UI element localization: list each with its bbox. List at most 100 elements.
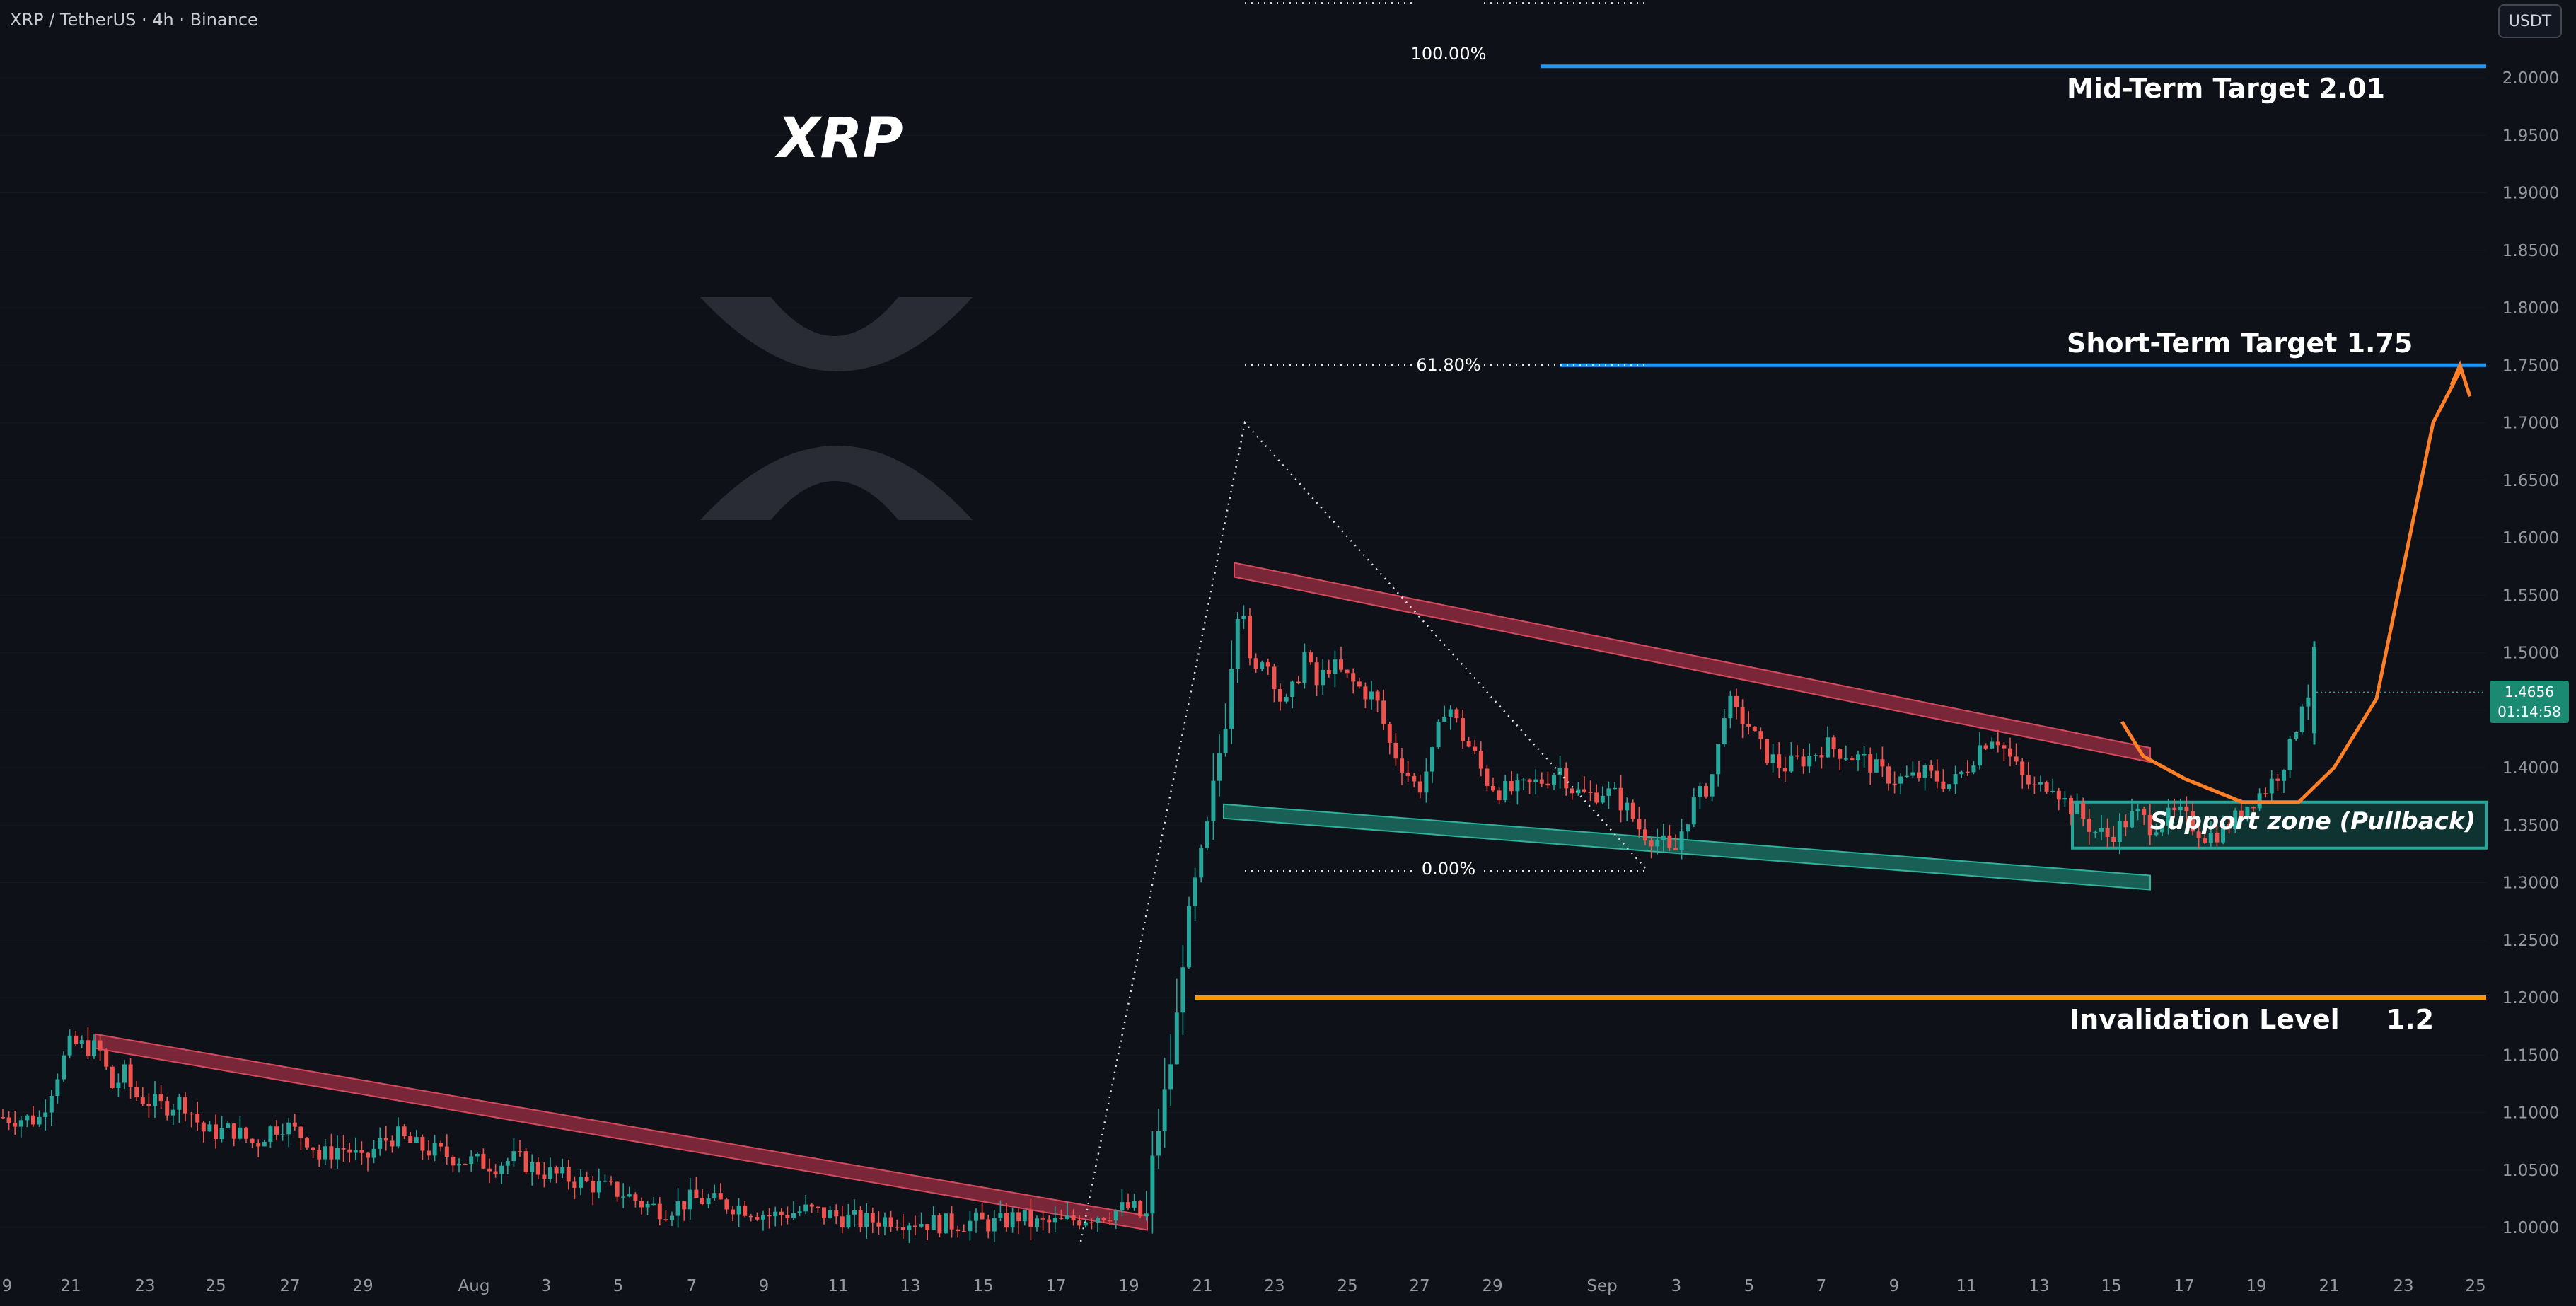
y-tick-6: 1.3000 — [2502, 874, 2559, 893]
y-tick-19: 1.9500 — [2502, 127, 2559, 145]
candle-body-21 — [128, 1064, 133, 1087]
candle-body-95 — [579, 1177, 583, 1188]
candle-body-198 — [1205, 821, 1209, 848]
y-tick-5: 1.2500 — [2502, 932, 2559, 950]
candle-body-52 — [317, 1150, 322, 1160]
candle-body-149 — [907, 1225, 912, 1230]
candle-body-84 — [511, 1151, 516, 1162]
candle-body-86 — [523, 1151, 528, 1172]
candle-body-93 — [566, 1167, 571, 1182]
candle-body-110 — [670, 1215, 674, 1220]
candle-body-22 — [134, 1087, 139, 1097]
candle-body-29 — [177, 1097, 182, 1110]
candle-body-189 — [1150, 1155, 1155, 1214]
candle-body-72 — [439, 1143, 443, 1147]
candle-body-119 — [724, 1199, 729, 1210]
candle-body-125 — [761, 1215, 765, 1220]
candle-body-316 — [1922, 765, 1927, 778]
candle-body-261 — [1588, 792, 1593, 793]
candle-body-242 — [1473, 746, 1478, 751]
currency-button[interactable]: USDT — [2498, 4, 2562, 38]
candle-body-97 — [591, 1181, 596, 1193]
candle-body-378 — [2299, 706, 2304, 732]
resistance-band-right — [1234, 562, 2151, 763]
y-tick-12: 1.6000 — [2502, 529, 2559, 548]
candle-body-250 — [1521, 779, 1526, 781]
candle-body-171 — [1040, 1218, 1045, 1220]
candle-body-80 — [487, 1168, 492, 1172]
candle-body-359 — [2184, 806, 2189, 811]
candle-body-225 — [1369, 691, 1374, 700]
candle-body-295 — [1795, 755, 1799, 757]
candle-body-34 — [207, 1124, 212, 1132]
candle-body-322 — [1959, 771, 1964, 775]
candle-body-165 — [1004, 1213, 1009, 1228]
candle-body-38 — [231, 1123, 236, 1139]
candle-body-333 — [2026, 775, 2031, 785]
candle-body-60 — [366, 1152, 370, 1158]
candle-body-247 — [1503, 781, 1508, 801]
candle-body-19 — [116, 1082, 121, 1089]
candle-body-58 — [353, 1150, 358, 1153]
candle-body-201 — [1223, 728, 1228, 753]
candle-body-81 — [493, 1171, 498, 1174]
candle-body-56 — [341, 1148, 346, 1150]
fib-0-label: 0.00% — [1422, 859, 1475, 879]
y-tick-1: 1.0500 — [2502, 1162, 2559, 1180]
candle-body-26 — [158, 1094, 163, 1102]
x-tick-22: 3 — [1671, 1277, 1682, 1295]
candle-body-49 — [298, 1126, 303, 1138]
swing-path — [1079, 420, 1649, 1242]
candle-body-20 — [122, 1064, 127, 1083]
candle-body-234 — [1424, 771, 1429, 793]
y-tick-2: 1.1000 — [2502, 1104, 2559, 1123]
candle-body-11 — [67, 1035, 72, 1056]
candle-body-213 — [1296, 681, 1301, 683]
candle-body-244 — [1485, 768, 1490, 786]
candle-body-251 — [1527, 779, 1532, 782]
candle-body-357 — [2172, 807, 2177, 811]
candle-body-268 — [1630, 802, 1635, 819]
y-tick-7: 1.3500 — [2502, 816, 2559, 835]
candle-body-346 — [2105, 828, 2110, 837]
candle-body-103 — [627, 1194, 632, 1197]
candle-body-341 — [2075, 802, 2079, 815]
candle-body-248 — [1509, 781, 1514, 792]
candle-body-186 — [1132, 1201, 1137, 1208]
candle-body-74 — [451, 1157, 456, 1166]
candle-body-372 — [2263, 793, 2268, 794]
candle-body-301 — [1831, 737, 1836, 749]
y-tick-17: 1.8500 — [2502, 242, 2559, 260]
candle-body-245 — [1491, 785, 1495, 791]
candle-body-236 — [1436, 721, 1441, 748]
candle-body-59 — [359, 1150, 364, 1153]
candle-body-62 — [378, 1138, 383, 1149]
candle-body-363 — [2208, 832, 2213, 843]
candle-body-282 — [1716, 744, 1721, 775]
candle-body-216 — [1314, 662, 1319, 686]
candle-body-259 — [1576, 789, 1581, 794]
candle-body-65 — [396, 1126, 400, 1147]
candle-body-313 — [1904, 775, 1909, 778]
candle-body-157 — [956, 1229, 961, 1232]
candle-body-158 — [961, 1231, 966, 1232]
candle-body-269 — [1637, 819, 1642, 830]
candle-body-0 — [1, 1117, 5, 1119]
candle-body-257 — [1564, 768, 1569, 789]
candle-body-73 — [444, 1146, 449, 1157]
candle-body-252 — [1533, 779, 1538, 782]
candle-body-306 — [1862, 754, 1867, 756]
fibonacci — [1079, 2, 1649, 1242]
candle-body-305 — [1856, 754, 1860, 761]
candle-body-133 — [809, 1204, 814, 1207]
candle-body-287 — [1746, 724, 1751, 727]
candle-body-273 — [1661, 835, 1666, 840]
candle-body-41 — [250, 1138, 255, 1143]
candle-body-87 — [530, 1162, 535, 1172]
candle-body-253 — [1539, 779, 1544, 784]
x-tick-12: 13 — [900, 1277, 920, 1295]
candle-body-134 — [816, 1206, 820, 1208]
candle-body-303 — [1843, 758, 1848, 760]
